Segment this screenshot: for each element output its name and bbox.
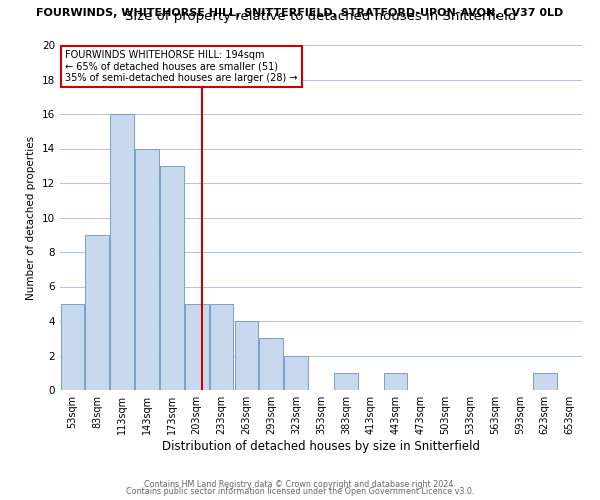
Bar [61,304,84,390]
Bar [210,304,233,390]
Bar [533,373,557,390]
Bar [259,338,283,390]
Bar [284,356,308,390]
Bar [160,166,184,390]
Bar [135,148,159,390]
Text: FOURWINDS WHITEHORSE HILL: 194sqm
← 65% of detached houses are smaller (51)
35% : FOURWINDS WHITEHORSE HILL: 194sqm ← 65% … [65,50,298,84]
Bar [85,235,109,390]
Bar [235,321,258,390]
Text: FOURWINDS, WHITEHORSE HILL, SNITTERFIELD, STRATFORD-UPON-AVON, CV37 0LD: FOURWINDS, WHITEHORSE HILL, SNITTERFIELD… [37,8,563,18]
Bar [185,304,209,390]
Title: Size of property relative to detached houses in Snitterfield: Size of property relative to detached ho… [125,10,517,23]
X-axis label: Distribution of detached houses by size in Snitterfield: Distribution of detached houses by size … [162,440,480,452]
Bar [334,373,358,390]
Text: Contains HM Land Registry data © Crown copyright and database right 2024.: Contains HM Land Registry data © Crown c… [144,480,456,489]
Bar [384,373,407,390]
Bar [110,114,134,390]
Y-axis label: Number of detached properties: Number of detached properties [26,136,37,300]
Text: Contains public sector information licensed under the Open Government Licence v3: Contains public sector information licen… [126,487,474,496]
